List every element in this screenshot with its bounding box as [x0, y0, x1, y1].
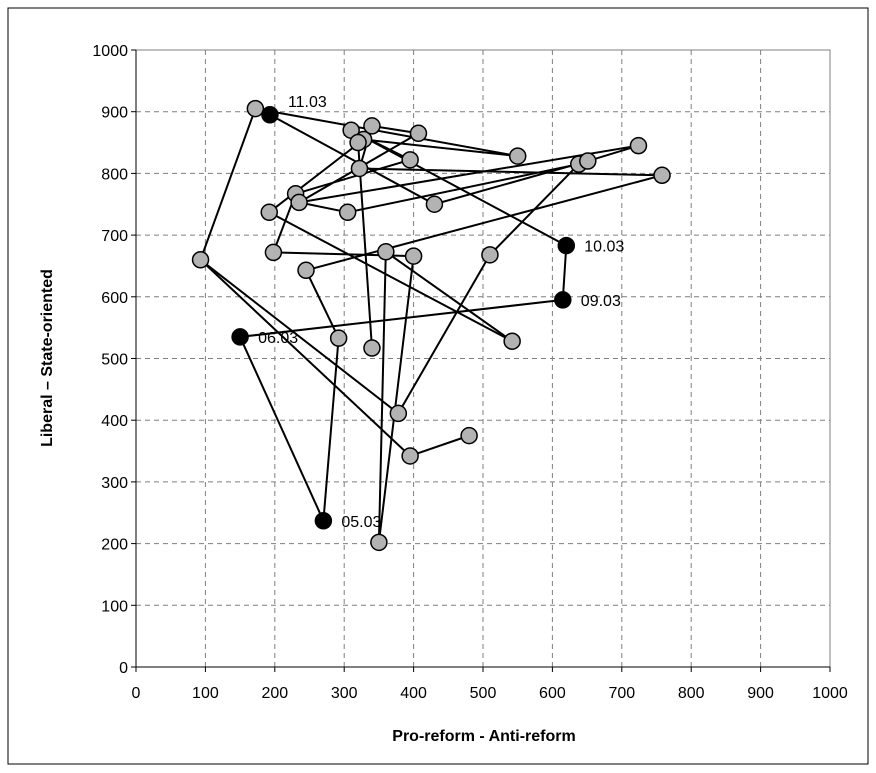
data-point [481, 246, 499, 264]
highlight-point [554, 291, 572, 309]
x-tick-label: 800 [678, 685, 705, 702]
x-tick-label: 700 [608, 685, 635, 702]
grid-layer [135, 49, 831, 668]
data-point [460, 426, 478, 445]
data-point [260, 203, 278, 222]
series-segment [587, 144, 639, 163]
data-point [377, 243, 395, 261]
data-point [653, 166, 671, 185]
y-tick-label: 0 [119, 660, 128, 677]
y-tick-label: 500 [101, 352, 128, 369]
data-point [503, 332, 521, 350]
highlight-point [557, 236, 576, 255]
x-tick-label: 400 [400, 685, 427, 702]
series-segment [199, 259, 411, 457]
data-point [425, 195, 444, 213]
highlight-point [314, 512, 333, 530]
data-point [264, 243, 283, 262]
data-point [191, 251, 210, 269]
data-point [629, 136, 648, 155]
data-point [297, 261, 315, 280]
y-tick-label: 900 [101, 105, 128, 122]
data-point [508, 147, 527, 165]
data-point [389, 404, 408, 423]
x-tick-label: 1000 [812, 685, 848, 702]
axis-layer: 0 100 200 300 400 500 600 700 800 900 1000 0 100 200 3… [92, 43, 847, 702]
point-layer [191, 99, 671, 552]
data-point [404, 247, 423, 265]
y-tick-label: 1000 [92, 43, 128, 60]
data-point [290, 193, 308, 212]
x-tick-label: 300 [331, 685, 358, 702]
data-point [409, 124, 428, 143]
x-tick-label: 200 [261, 685, 288, 702]
y-tick-label: 200 [101, 537, 128, 554]
data-point [338, 203, 357, 222]
series-segment [269, 113, 435, 206]
x-tick-label: 500 [470, 685, 497, 702]
y-axis-title: Liberal – State-oriented [39, 269, 56, 447]
x-tick-label: 600 [539, 685, 566, 702]
data-point [350, 159, 369, 178]
highlight-point [231, 328, 249, 346]
point-annotation: 09.03 [581, 293, 621, 310]
data-point [401, 447, 419, 465]
label-layer: 11.03 10.03 09.03 06.03 05.03 [258, 94, 624, 531]
data-point [363, 117, 381, 135]
x-tick-label: 0 [132, 685, 141, 702]
x-tick-label: 900 [747, 685, 774, 702]
chart-border [7, 7, 869, 765]
highlight-point [261, 106, 279, 124]
point-annotation: 06.03 [258, 330, 298, 347]
y-tick-label: 300 [101, 475, 128, 492]
y-tick-label: 700 [101, 228, 128, 245]
data-point [363, 339, 381, 357]
data-point [579, 152, 597, 170]
data-point [370, 533, 388, 552]
y-tick-label: 100 [101, 598, 128, 615]
data-point [401, 151, 419, 169]
y-tick-label: 800 [101, 166, 128, 183]
y-tick-label: 600 [101, 290, 128, 307]
series-segment [409, 434, 470, 457]
y-tick-label: 400 [101, 413, 128, 430]
point-annotation: 10.03 [584, 239, 624, 256]
x-tick-label: 100 [192, 685, 219, 702]
series-segment [434, 160, 589, 206]
data-point [329, 329, 348, 347]
point-annotation: 11.03 [288, 94, 327, 111]
x-axis-title: Pro-reform - Anti-reform [392, 728, 575, 745]
data-point [349, 133, 367, 152]
data-point [246, 99, 265, 118]
point-annotation: 05.03 [341, 514, 381, 531]
